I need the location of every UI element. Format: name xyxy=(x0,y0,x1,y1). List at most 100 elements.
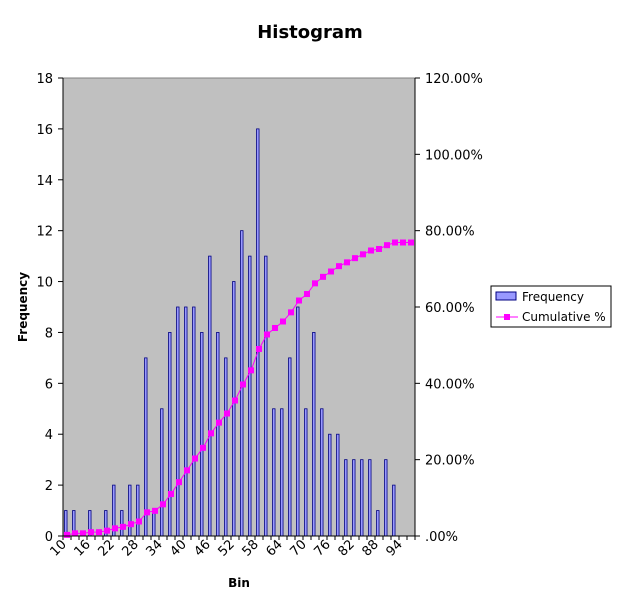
bar-78 xyxy=(336,433,340,537)
legend: Frequency Cumulative % xyxy=(490,285,612,328)
cumulative-point-32 xyxy=(152,507,158,514)
x-axis-ticks: 10 16 22 28 34 40 46 52 58 64 70 76 82 88 94 xyxy=(48,536,416,560)
bar-72 xyxy=(312,332,316,537)
cumulative-point-42 xyxy=(192,455,198,462)
bar-82 xyxy=(352,459,356,537)
right-tick-label-6: 120.00% xyxy=(425,72,483,87)
cumulative-point-28 xyxy=(136,518,142,525)
cumulative-point-24 xyxy=(120,523,126,530)
x-tick-label-88: 88 xyxy=(360,537,382,559)
bar-48 xyxy=(216,332,220,537)
cumulative-point-50 xyxy=(224,410,230,417)
cumulative-point-52 xyxy=(232,397,238,404)
x-tick-label-82: 82 xyxy=(336,537,358,559)
left-tick-label-14: 14 xyxy=(36,174,53,189)
cumulative-point-84 xyxy=(360,251,366,258)
bar-58 xyxy=(256,128,260,537)
cumulative-point-74 xyxy=(320,273,326,280)
cumulative-point-68 xyxy=(296,297,302,304)
cumulative-point-56 xyxy=(248,367,254,374)
cumulative-point-90 xyxy=(384,242,390,249)
bar-44 xyxy=(200,332,204,537)
x-tick-label-64: 64 xyxy=(264,537,286,559)
bar-70 xyxy=(304,408,308,537)
cumulative-point-40 xyxy=(184,467,190,474)
x-tick-label-58: 58 xyxy=(240,537,262,559)
legend-cumulative-label: Cumulative % xyxy=(522,310,606,324)
bar-52 xyxy=(232,281,236,537)
bar-26 xyxy=(128,484,132,537)
cumulative-point-60 xyxy=(264,331,270,338)
left-tick-label-10: 10 xyxy=(36,276,53,291)
cumulative-point-62 xyxy=(272,324,278,331)
cumulative-point-64 xyxy=(280,318,286,325)
right-tick-label-5: 100.00% xyxy=(425,148,483,163)
bar-68 xyxy=(296,306,300,537)
right-axis-ticks: .00% 20.00% 40.00% 60.00% 80.00% 100.00% 120.0… xyxy=(415,72,483,545)
x-tick-label-22: 22 xyxy=(96,537,118,559)
bar-56 xyxy=(248,255,252,537)
bar-38 xyxy=(176,306,180,537)
legend-cumulative-marker xyxy=(504,314,510,320)
y-axis-label: Frequency xyxy=(16,272,30,342)
x-tick-label-46: 46 xyxy=(192,537,214,559)
bar-62 xyxy=(272,408,276,537)
cumulative-point-16 xyxy=(88,529,94,536)
x-tick-label-34: 34 xyxy=(144,537,166,559)
cumulative-point-22 xyxy=(112,525,118,532)
cumulative-point-66 xyxy=(288,309,294,316)
cumulative-point-58 xyxy=(256,345,262,352)
x-tick-label-76: 76 xyxy=(312,537,334,559)
cumulative-point-18 xyxy=(96,529,102,536)
bar-24 xyxy=(120,510,124,537)
left-tick-label-12: 12 xyxy=(36,225,53,240)
bar-80 xyxy=(344,459,348,537)
left-axis-ticks: 0 2 4 6 8 10 12 14 16 18 xyxy=(36,72,63,545)
x-axis-label: Bin xyxy=(228,576,250,590)
bar-76 xyxy=(328,433,332,537)
cumulative-point-72 xyxy=(312,280,318,287)
bar-86 xyxy=(368,459,372,537)
x-tick-label-16: 16 xyxy=(72,537,94,559)
cumulative-point-82 xyxy=(352,255,358,262)
cumulative-point-92 xyxy=(392,239,398,246)
x-tick-label-70: 70 xyxy=(288,537,310,559)
bar-32 xyxy=(152,510,156,537)
cumulative-point-26 xyxy=(128,521,134,528)
bar-84 xyxy=(360,459,364,537)
bar-30 xyxy=(144,357,148,537)
right-tick-label-0: .00% xyxy=(425,530,458,545)
plot-area xyxy=(62,77,416,537)
left-tick-label-4: 4 xyxy=(45,428,53,443)
chart-title: Histogram xyxy=(257,22,363,43)
cumulative-point-14 xyxy=(80,530,86,537)
bar-36 xyxy=(168,332,172,537)
bar-34 xyxy=(160,408,164,537)
cumulative-point-70 xyxy=(304,291,310,298)
cumulative-line-group xyxy=(64,239,414,538)
cumulative-point-10 xyxy=(64,531,70,538)
bar-74 xyxy=(320,408,324,537)
x-tick-label-28: 28 xyxy=(120,537,142,559)
left-tick-label-18: 18 xyxy=(36,72,53,87)
cumulative-point-46 xyxy=(208,430,214,437)
cumulative-point-88 xyxy=(376,245,382,252)
right-tick-label-2: 40.00% xyxy=(425,377,475,392)
cumulative-point-86 xyxy=(368,247,374,254)
cumulative-point-38 xyxy=(176,479,182,486)
cumulative-point-54 xyxy=(240,381,246,388)
cumulative-point-20 xyxy=(104,527,110,534)
x-tick-label-94: 94 xyxy=(384,537,406,559)
cumulative-point-96 xyxy=(408,239,414,246)
x-tick-label-40: 40 xyxy=(168,537,190,559)
cumulative-point-36 xyxy=(168,491,174,498)
bar-40 xyxy=(184,306,188,537)
right-tick-label-4: 80.00% xyxy=(425,225,475,240)
left-tick-label-2: 2 xyxy=(45,479,53,494)
bar-64 xyxy=(280,408,284,537)
legend-frequency-label: Frequency xyxy=(522,290,584,304)
cumulative-point-76 xyxy=(328,268,334,275)
bar-28 xyxy=(136,484,140,537)
